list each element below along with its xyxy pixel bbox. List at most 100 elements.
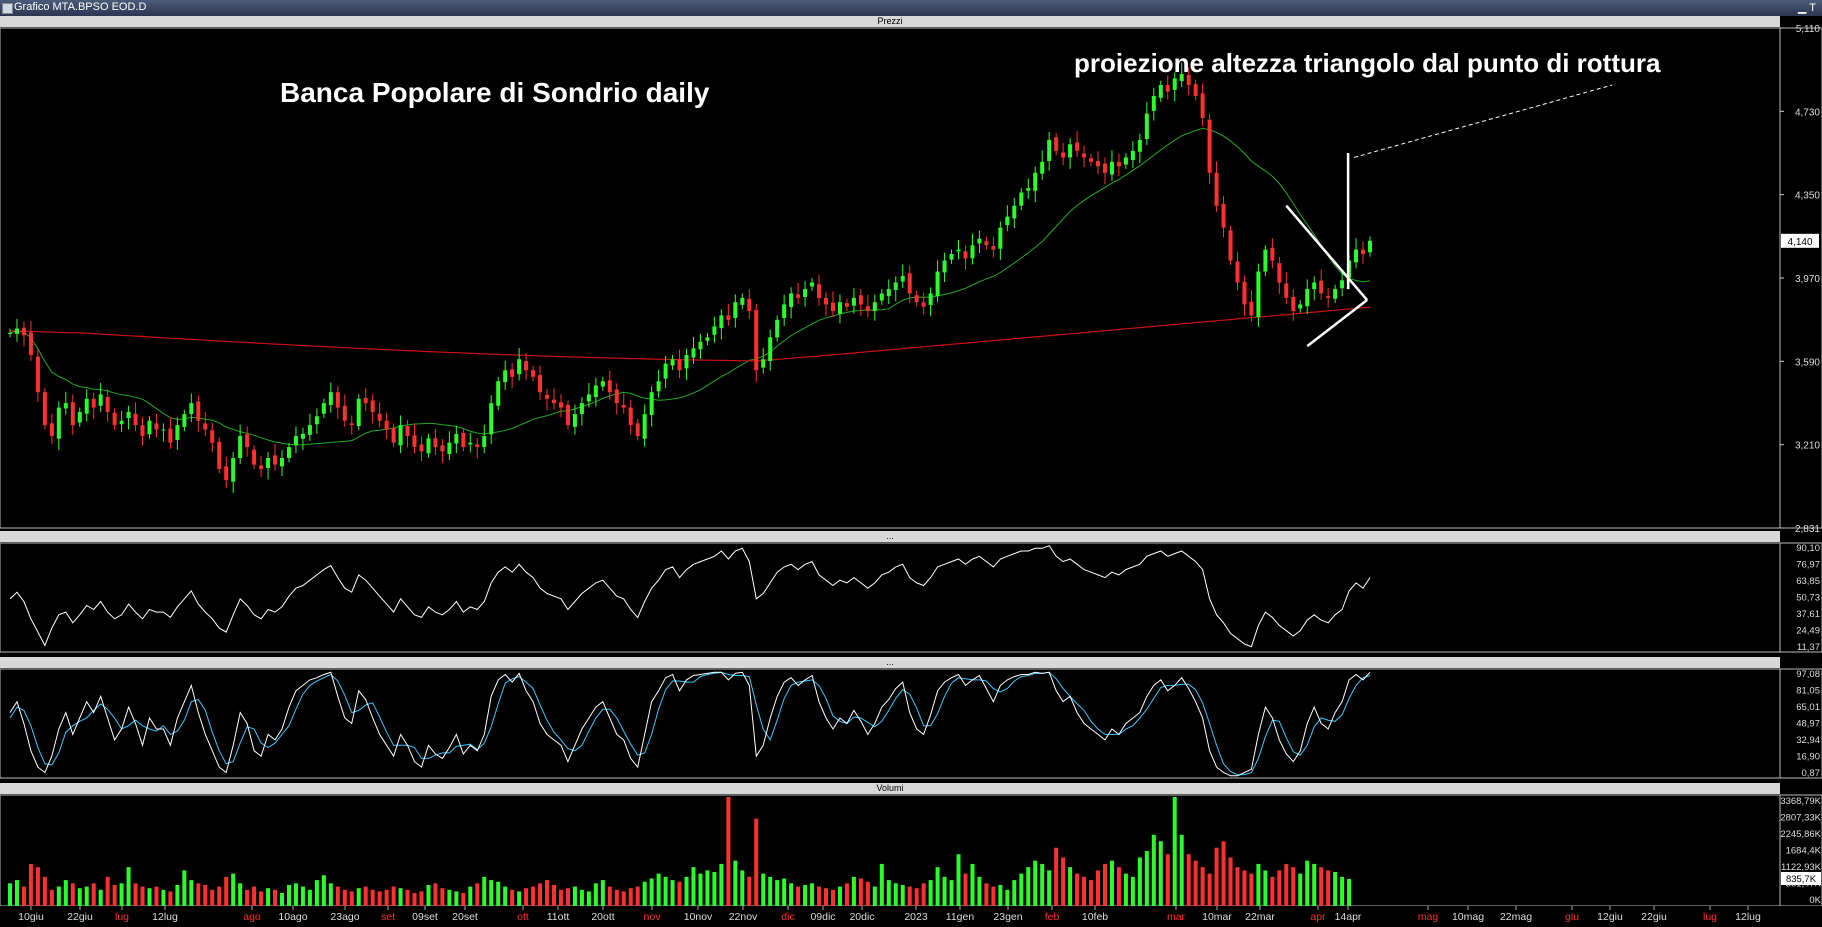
candle-body: [1130, 150, 1135, 161]
candle-body: [538, 375, 543, 393]
candle-body: [851, 297, 856, 306]
volume-bar: [440, 888, 445, 906]
x-tick-label: 22mar: [1245, 911, 1275, 923]
volume-bar: [1040, 863, 1045, 906]
candle-body: [747, 298, 752, 312]
volume-bar: [684, 876, 689, 906]
candle-body: [21, 327, 26, 336]
volume-bar: [775, 880, 780, 906]
x-tick-label: feb: [1045, 911, 1060, 923]
candle-body: [1298, 304, 1303, 309]
ma-short-line: [9, 127, 1371, 446]
last-price-box: [1781, 233, 1819, 248]
volume-bar: [112, 884, 117, 906]
candle-body: [468, 442, 473, 445]
volume-bar: [593, 883, 598, 906]
stoch-y-tick-label: 65,01: [1796, 702, 1820, 713]
stoch-k-line: [9, 671, 1371, 777]
candle-body: [433, 438, 438, 448]
candle-body: [1179, 74, 1184, 82]
candle-body: [1340, 280, 1345, 289]
candle-body: [273, 455, 278, 465]
candle-body: [677, 359, 682, 371]
volume-bar: [719, 863, 724, 906]
volume-bar: [830, 889, 835, 906]
candle-body: [782, 304, 787, 319]
volume-bar: [1312, 863, 1317, 906]
x-tick-label: 22nov: [729, 911, 758, 923]
volume-bar: [147, 888, 152, 906]
volume-bar: [300, 886, 305, 906]
volume-bar: [1305, 860, 1310, 906]
volume-bar: [1151, 834, 1156, 906]
candle-body: [824, 297, 828, 305]
candle-body: [1123, 157, 1128, 165]
candle-body: [600, 381, 605, 387]
volume-bar: [628, 888, 633, 906]
candle-body: [1193, 84, 1198, 97]
volume-bar: [524, 888, 529, 906]
volume-bar: [726, 797, 731, 906]
volume-bar: [1165, 854, 1170, 906]
volume-bar: [545, 880, 550, 906]
candle-body: [698, 341, 703, 350]
candle-body: [461, 433, 466, 448]
candle-body: [607, 380, 612, 393]
volume-bar: [105, 876, 110, 906]
volume-bar: [182, 870, 187, 906]
candle-body: [1137, 139, 1142, 152]
x-tick-label: nov: [644, 911, 662, 923]
volume-bar: [1033, 860, 1038, 906]
volume-bar: [517, 891, 522, 906]
candle-body: [1102, 163, 1107, 173]
x-axis-band: [0, 906, 1822, 927]
candle-body: [293, 436, 298, 446]
volume-bar: [133, 883, 138, 906]
candle-body: [1242, 281, 1247, 305]
volume-bar: [558, 889, 563, 906]
volume-bar: [363, 886, 368, 906]
volume-bar: [837, 886, 842, 906]
rsi-y-tick-label: 76,97: [1796, 560, 1820, 571]
volume-bar: [496, 881, 501, 906]
volume-bar: [1089, 880, 1094, 906]
volume-bar: [1082, 876, 1087, 906]
volume-bar: [705, 870, 710, 906]
candle-body: [419, 444, 424, 452]
volume-bar: [433, 883, 438, 906]
stoch-panel-title: ...: [0, 657, 1780, 668]
volume-bar: [126, 867, 131, 906]
volume-bar: [1270, 876, 1275, 906]
volume-bar: [314, 880, 319, 906]
candle-body: [817, 284, 822, 298]
candle-body: [642, 414, 647, 439]
volume-bar: [1047, 870, 1052, 906]
candle-body: [482, 436, 487, 448]
volume-bar: [824, 888, 828, 906]
candle-body: [1054, 137, 1059, 151]
volume-bar: [1130, 876, 1135, 906]
candle-body: [810, 282, 815, 287]
volume-bar: [28, 863, 33, 906]
candle-body: [84, 398, 89, 414]
volume-y-tick-label: 0K: [1809, 895, 1821, 906]
candle-body: [684, 354, 689, 369]
candle-body: [656, 381, 661, 392]
candle-body: [558, 402, 563, 408]
candle-body: [635, 423, 640, 437]
candle-body: [865, 306, 870, 312]
volume-bar: [1256, 863, 1261, 906]
candle-body: [245, 434, 250, 448]
rsi-y-tick-label: 90,10: [1796, 543, 1820, 554]
candle-body: [91, 398, 96, 408]
candle-body: [1096, 160, 1100, 167]
volume-bar: [761, 873, 766, 906]
candle-body: [977, 238, 982, 244]
window-controls[interactable]: ▁ T: [1797, 2, 1816, 14]
volume-bar: [886, 880, 891, 906]
volume-bar: [810, 883, 815, 906]
volume-bar: [63, 880, 68, 906]
stoch-y-tick-label: 81,05: [1796, 686, 1820, 697]
candle-body: [1221, 203, 1226, 228]
rsi-pane-frame: [0, 542, 1781, 653]
